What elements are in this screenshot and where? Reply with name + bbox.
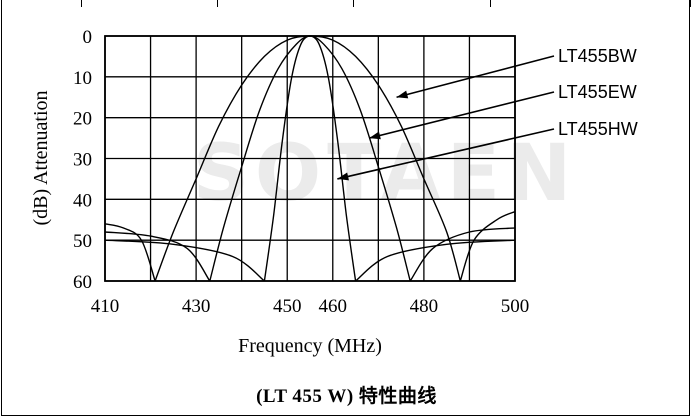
y-tick-label: 10	[73, 68, 92, 89]
annotation-arrow-lt455hw	[337, 128, 555, 180]
table-top-rule	[1, 0, 691, 7]
figure-caption: (LT 455 W) 特性曲线	[256, 386, 437, 407]
y-tick-label: 0	[83, 27, 93, 48]
top-rule-tick	[690, 0, 691, 7]
grid-lines	[104, 35, 516, 282]
series-lt455hw-passband	[263, 35, 357, 282]
x-tick-label: 460	[319, 296, 348, 317]
y-tick-label: 50	[73, 231, 92, 252]
annotation-label-lt455hw: LT455HW	[558, 119, 638, 139]
x-tick-label: 500	[501, 296, 530, 317]
watermark-text: SOTAEN	[193, 129, 578, 219]
y-tick-label: 60	[73, 272, 92, 293]
attenuation-chart: SOTAEN 410 430 450 460 480 500 0 10 20 30 40 50 60 Fre…	[30, 27, 638, 357]
annotation-arrowhead-lt455hw	[337, 172, 349, 181]
annotation-label-lt455bw: LT455BW	[558, 46, 637, 66]
annotation-arrowhead-lt455bw	[396, 90, 409, 99]
x-tick-label: 450	[273, 296, 302, 317]
series-lt455hw-sidelobe-right	[355, 239, 516, 282]
annotation-arrow-lt455bw	[396, 55, 555, 99]
series-lt455ew-sidelobe-right	[409, 227, 516, 282]
y-tick-label: 30	[73, 150, 92, 171]
annotation-label-lt455ew: LT455EW	[558, 82, 637, 102]
y-tick-label: 40	[73, 190, 92, 211]
y-axis-label: (dB) Attenuation	[30, 91, 52, 226]
x-tick-label: 430	[182, 296, 211, 317]
x-tick-label: 410	[91, 296, 120, 317]
top-rule-tick	[217, 0, 218, 7]
y-tick-label: 20	[73, 109, 92, 130]
annotation-arrow-lt455ew	[369, 91, 555, 139]
series-lt455bw-sidelobe-right	[459, 210, 516, 282]
top-rule-tick	[1, 0, 2, 7]
annotation-arrowhead-lt455ew	[369, 131, 381, 140]
series-lt455hw-sidelobe-left	[104, 239, 265, 282]
x-axis-label: Frequency (MHz)	[238, 335, 382, 357]
series-lt455ew-sidelobe-left	[104, 231, 211, 282]
top-rule-tick	[81, 0, 82, 7]
series-lt455bw-sidelobe-left	[104, 223, 156, 282]
x-tick-label: 480	[410, 296, 439, 317]
top-rule-tick	[490, 0, 491, 7]
series-lt455hw	[104, 35, 516, 282]
top-rule-tick	[353, 0, 354, 7]
